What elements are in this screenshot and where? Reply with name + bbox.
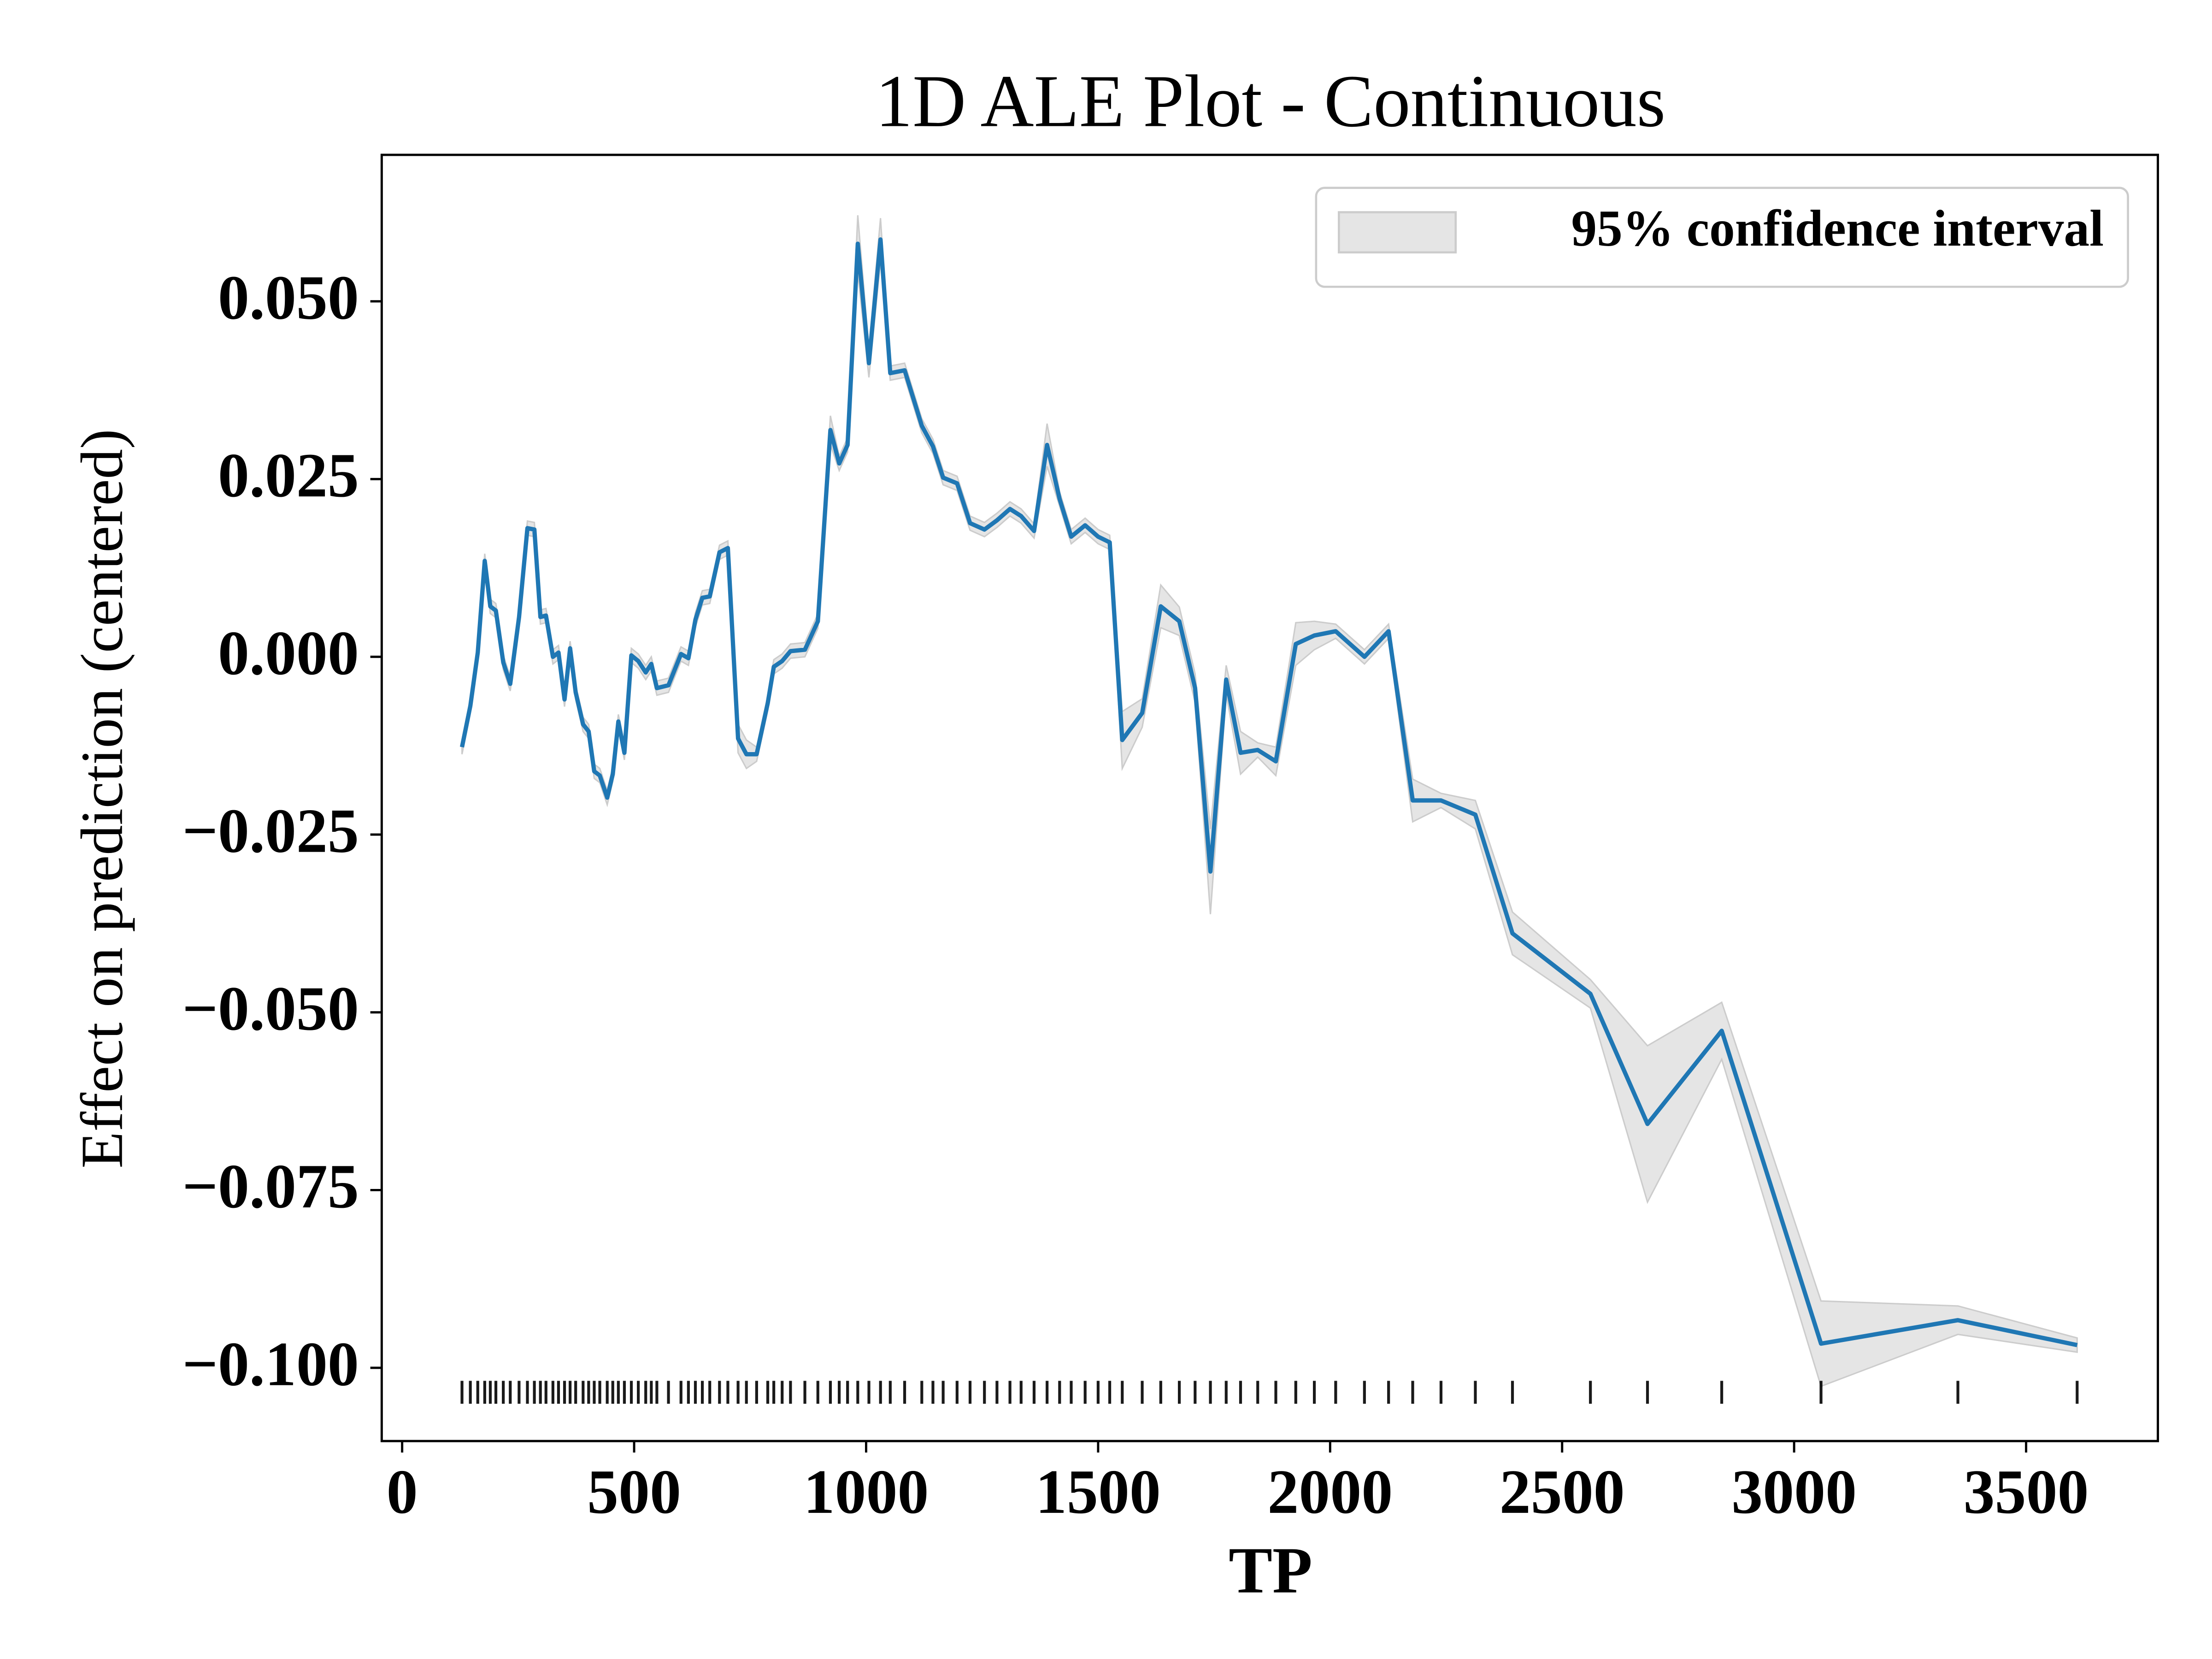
legend-box	[1315, 187, 2129, 288]
x-tick-label: 1500	[1035, 1457, 1161, 1527]
y-tick-label: 0.025	[218, 440, 359, 511]
ale-line	[459, 237, 2078, 1347]
legend-swatch	[1338, 211, 1457, 253]
x-axis-label: TP	[1229, 1534, 1312, 1607]
x-tick-label: 500	[587, 1457, 681, 1527]
y-axis-label: Effect on prediction (centered)	[69, 429, 135, 1169]
legend-label: 95% confidence interval	[1571, 200, 2104, 257]
y-tick-label: −0.075	[182, 1151, 359, 1222]
y-tick-label: −0.100	[182, 1329, 359, 1399]
x-tick-label: 1000	[804, 1457, 929, 1527]
y-tick-label: −0.050	[182, 973, 359, 1044]
legend: 95% confidence interval	[1315, 187, 2129, 288]
y-tick-label: 0.050	[218, 262, 359, 333]
x-tick-label: 3000	[1731, 1457, 1857, 1527]
plot-area: 0 500 1000 1500 2000 2500 3000 3500 −0.100 −0.075…	[182, 215, 2089, 1527]
y-tick-label: 0.000	[218, 618, 359, 688]
axes-frame	[380, 153, 2159, 1442]
y-tick-label: −0.025	[182, 795, 359, 866]
chart-title: 1D ALE Plot - Continuous	[876, 59, 1665, 142]
x-tick-label: 2000	[1267, 1457, 1393, 1527]
x-tick-label: 3500	[1964, 1457, 2089, 1527]
x-tick-label: 2500	[1500, 1457, 1625, 1527]
x-tick-label: 0	[387, 1457, 418, 1527]
